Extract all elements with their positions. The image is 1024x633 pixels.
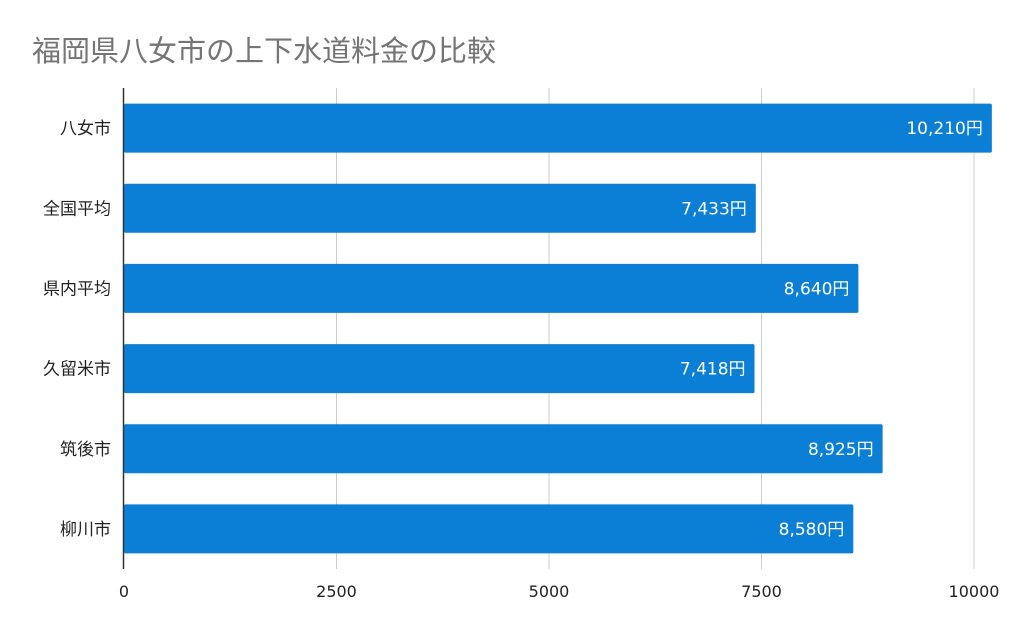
bar: [124, 504, 854, 554]
x-tick-label: 0: [119, 582, 129, 601]
category-label: 筑後市: [60, 440, 111, 460]
data-label: 8,580円: [779, 520, 845, 540]
chart-title: 福岡県八女市の上下水道料金の比較: [32, 34, 497, 68]
x-tick-label: 10000: [949, 582, 1000, 601]
data-label: 8,640円: [784, 279, 850, 299]
x-tick-label: 5000: [529, 582, 570, 601]
category-label: 柳川市: [60, 520, 111, 540]
data-label: 10,210円: [906, 119, 982, 139]
bar: [124, 344, 755, 394]
bar: [124, 263, 859, 313]
bar: [124, 424, 883, 474]
bar: [124, 103, 992, 153]
x-tick-label: 7500: [741, 582, 782, 601]
category-label: 県内平均: [43, 279, 111, 299]
x-tick-label: 2500: [316, 582, 357, 601]
bar: [124, 183, 756, 233]
data-label: 8,925円: [808, 440, 874, 460]
category-label: 全国平均: [43, 199, 111, 219]
category-label: 八女市: [60, 119, 111, 139]
data-label: 7,433円: [681, 199, 747, 219]
data-label: 7,418円: [680, 360, 746, 380]
category-label: 久留米市: [43, 360, 111, 380]
